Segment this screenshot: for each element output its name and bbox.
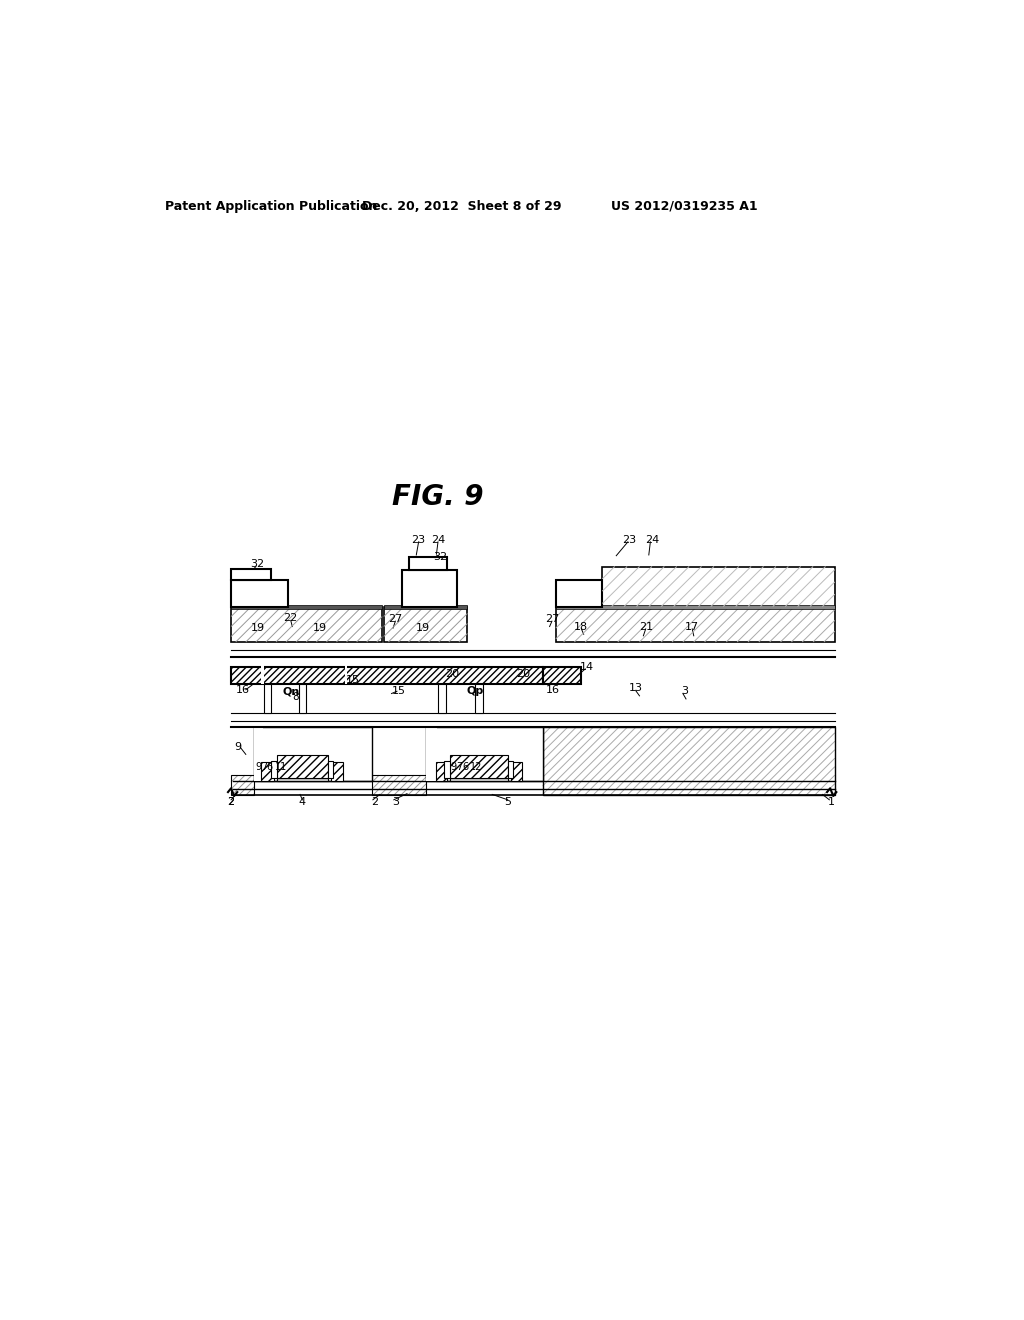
Text: 13: 13 (629, 684, 643, 693)
Text: 23: 23 (623, 535, 637, 545)
Text: 7: 7 (261, 762, 267, 772)
Bar (384, 605, 467, 609)
Text: Qn: Qn (283, 686, 299, 696)
Text: 19: 19 (251, 623, 265, 634)
Bar (271, 762, 276, 779)
Text: 24: 24 (431, 535, 445, 545)
Bar (435, 762, 446, 781)
Text: 5: 5 (504, 797, 511, 807)
Bar (511, 762, 522, 781)
Bar (254, 726, 372, 781)
Bar (231, 569, 271, 579)
Bar (475, 684, 483, 713)
Bar (409, 557, 447, 570)
Bar (231, 605, 382, 609)
Text: 9: 9 (234, 742, 242, 752)
Bar (438, 684, 445, 713)
Bar (331, 762, 343, 781)
Text: 16: 16 (236, 685, 250, 694)
Text: 21: 21 (639, 622, 652, 631)
Text: 2: 2 (227, 797, 234, 807)
Text: 17: 17 (685, 622, 699, 631)
Bar (231, 579, 288, 607)
Text: 2: 2 (371, 797, 378, 807)
Bar (450, 755, 508, 779)
Text: 8: 8 (292, 692, 299, 702)
Text: 27: 27 (388, 614, 402, 624)
Bar (261, 762, 273, 781)
Bar (508, 762, 513, 779)
Bar (426, 726, 543, 781)
Bar (261, 665, 263, 684)
Text: 19: 19 (416, 623, 429, 634)
Bar (299, 684, 306, 713)
Bar (556, 607, 835, 642)
Text: US 2012/0319235 A1: US 2012/0319235 A1 (611, 199, 758, 213)
Bar (276, 779, 328, 781)
Text: 6: 6 (462, 762, 468, 772)
Text: Dec. 20, 2012  Sheet 8 of 29: Dec. 20, 2012 Sheet 8 of 29 (361, 199, 561, 213)
Text: 6: 6 (267, 762, 272, 772)
Text: 4: 4 (299, 797, 306, 807)
Text: 9: 9 (451, 762, 457, 772)
Text: 15: 15 (392, 686, 407, 696)
Text: 19: 19 (313, 623, 328, 634)
Text: 32: 32 (433, 552, 447, 562)
Bar (444, 762, 450, 779)
Bar (556, 605, 835, 609)
Text: 7: 7 (457, 762, 463, 772)
Text: 16: 16 (546, 685, 560, 694)
Text: 22: 22 (284, 612, 298, 623)
Bar (345, 665, 347, 684)
Text: 18: 18 (574, 622, 589, 631)
Bar (543, 667, 582, 684)
Text: 15: 15 (346, 676, 359, 685)
Text: 24: 24 (645, 535, 659, 545)
Text: 32: 32 (250, 560, 264, 569)
Bar (263, 684, 271, 713)
Bar (401, 570, 458, 607)
Text: 2: 2 (227, 797, 234, 807)
Bar (556, 579, 602, 607)
Text: 11: 11 (274, 762, 287, 772)
Bar (372, 775, 426, 795)
Bar (231, 667, 543, 684)
Text: 9: 9 (255, 762, 261, 772)
Text: 12: 12 (470, 762, 482, 772)
Text: FIG. 9: FIG. 9 (392, 483, 483, 511)
Bar (384, 607, 467, 642)
Text: 20: 20 (444, 669, 459, 680)
Text: 20: 20 (516, 669, 530, 680)
Text: 27: 27 (545, 614, 559, 624)
Bar (231, 607, 382, 642)
Text: 3: 3 (681, 686, 688, 696)
Text: 3: 3 (392, 797, 399, 807)
Text: 1: 1 (827, 797, 835, 807)
Text: Patent Application Publication: Patent Application Publication (165, 199, 378, 213)
Text: Qp: Qp (467, 686, 483, 696)
Text: 23: 23 (412, 535, 426, 545)
Bar (543, 726, 835, 795)
Bar (231, 775, 254, 795)
Bar (328, 762, 334, 779)
Bar (254, 729, 263, 781)
Bar (426, 729, 437, 781)
Bar (450, 779, 508, 781)
Bar (276, 755, 328, 779)
Bar (602, 566, 835, 607)
Text: 14: 14 (580, 661, 594, 672)
